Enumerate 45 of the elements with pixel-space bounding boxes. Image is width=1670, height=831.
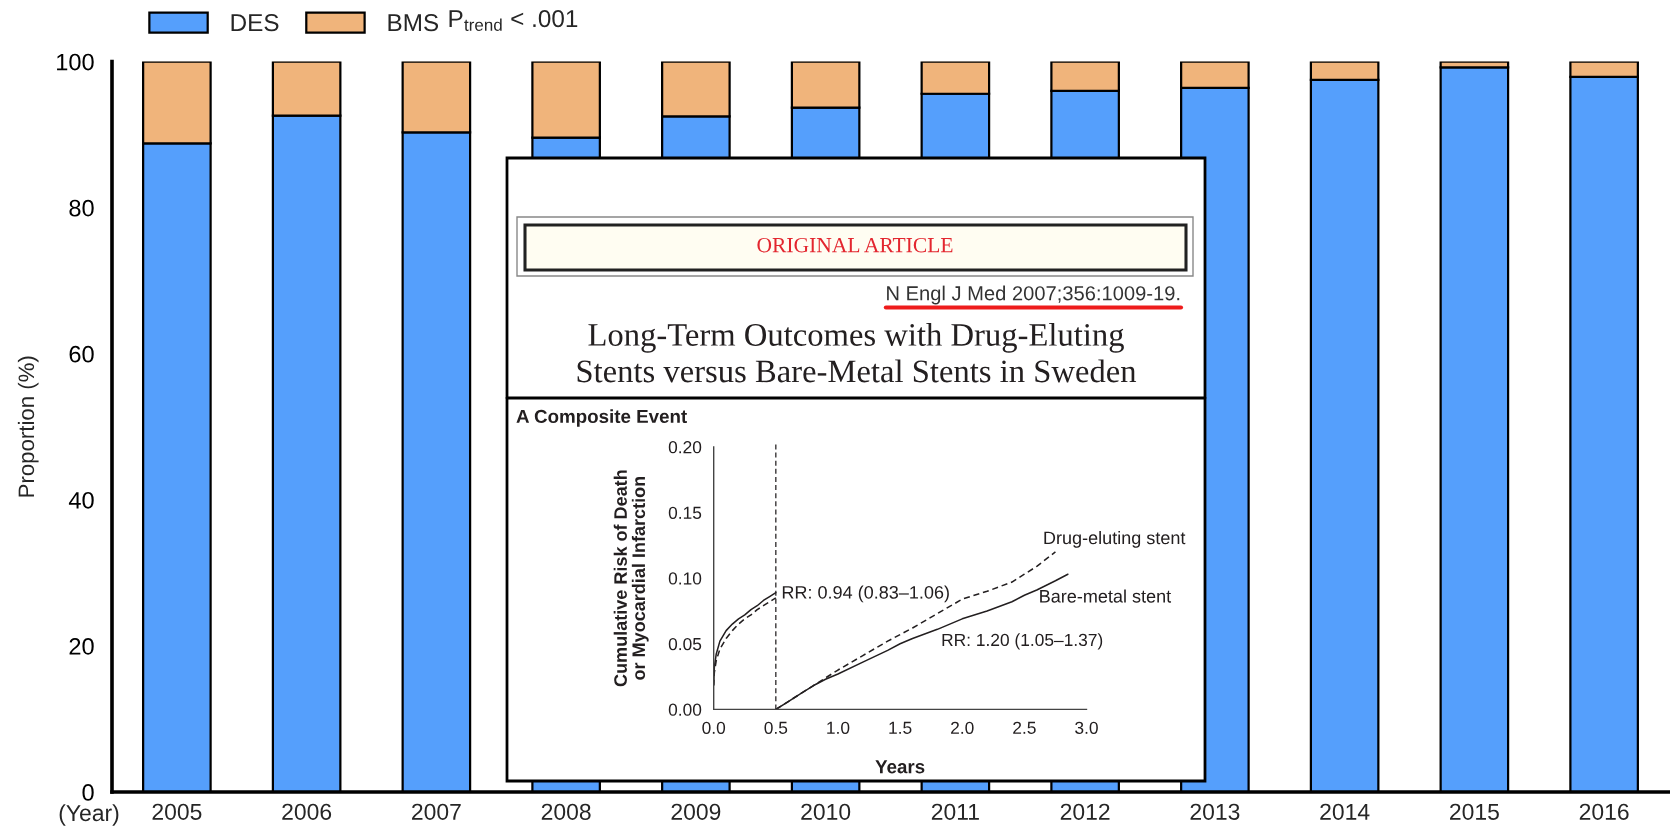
x-tick-label: 2006 (282, 803, 332, 820)
x-tick-label: 0.0 (702, 721, 726, 734)
series-label: Drug-eluting stent (1044, 530, 1186, 548)
x-tick-label: 2015 (1450, 803, 1499, 820)
x-tick-label: 0.5 (764, 721, 788, 734)
x-axis-title: Years (875, 760, 925, 774)
series-label: Bare-metal stent (1040, 589, 1172, 603)
y-tick-label: 80 (69, 199, 94, 217)
y-axis-title: Proportion (%) (17, 356, 39, 497)
annotation: A Composite Event (516, 409, 687, 427)
annotation: Long-Term Outcomes with Drug-Eluting Stents versus Bare-Metal Stents in Sweden (577, 322, 1137, 383)
x-tick-label: 1.5 (889, 721, 912, 734)
y-axis-title: Cumulative Risk of Death or Myocardial Infarction (613, 470, 649, 687)
y-tick-label: 0.00 (668, 703, 702, 716)
x-tick-label: 2009 (671, 803, 721, 820)
x-tick-label: 2.0 (951, 721, 974, 734)
y-tick-label: 20 (69, 637, 94, 655)
x-tick-label: 1.0 (827, 721, 850, 734)
x-tick-label: 2013 (1190, 803, 1240, 820)
y-tick-label: 0.05 (668, 637, 702, 651)
text: P$_{trend}$ < .001 (449, 9, 578, 31)
x-tick-label: 2011 (931, 803, 979, 820)
legend-label: DES (231, 14, 279, 32)
y-tick-label: 0.10 (668, 572, 702, 585)
x-tick-label: 2008 (541, 803, 591, 820)
y-tick-label: 0.15 (668, 506, 702, 519)
x-tick-label: 2014 (1320, 803, 1370, 820)
y-tick-label: 40 (68, 491, 94, 509)
x-tick-label: 2007 (412, 803, 461, 820)
annotation: ORIGINAL ARTICLE (757, 237, 953, 253)
y-tick-label: 60 (69, 345, 94, 363)
x-tick-label: 3.0 (1075, 721, 1098, 734)
y-tick-label: 100 (57, 53, 94, 71)
annotation: RR: 1.20 (1.05–1.37) (942, 633, 1103, 650)
annotation: N Engl J Med 2007;356:1009-19. (887, 285, 1180, 305)
y-tick-label: 0.20 (668, 441, 702, 454)
x-tick-label: 2.5 (1013, 721, 1036, 734)
x-tick-label: 2012 (1060, 803, 1110, 820)
x-tick-label: 2010 (801, 803, 851, 820)
x-axis-title: (Year) (59, 804, 119, 826)
y-tick-label: 0 (82, 784, 94, 801)
annotation: RR: 0.94 (0.83–1.06) (782, 585, 949, 603)
legend-label: BMS (388, 14, 439, 32)
x-tick-label: 2005 (152, 803, 202, 820)
x-tick-label: 2016 (1579, 803, 1629, 820)
